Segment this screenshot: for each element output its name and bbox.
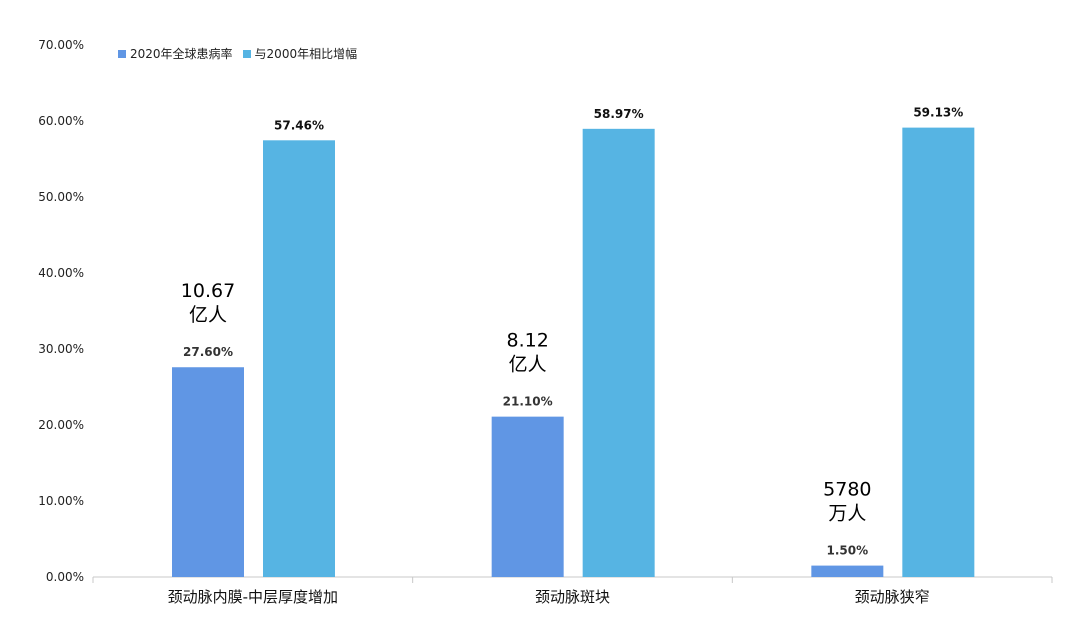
y-tick-label: 0.00% [46,570,84,584]
annotation-text: 5780 [823,479,871,501]
y-tick-label: 60.00% [38,114,84,128]
legend-item-series-1: 与2000年相比增幅 [242,45,358,62]
data-label-series-0-0: 27.60% [183,345,233,359]
annotation-text: 10.67 [181,280,235,302]
legend-label-series-0: 2020年全球患病率 [130,47,233,61]
data-label-series-1-2: 59.13% [913,106,963,120]
legend-swatch-series-0 [118,49,126,58]
annotation-text: 万人 [828,503,866,525]
legend-item-series-0: 2020年全球患病率 [118,45,233,62]
y-tick-label: 10.00% [38,494,84,508]
y-tick-label: 30.00% [38,342,84,356]
legend-label-series-1: 与2000年相比增幅 [254,47,358,61]
x-tick-label: 颈动脉斑块 [535,588,610,606]
bar-series-1-0 [263,140,335,577]
x-tick-label: 颈动脉狭窄 [855,588,930,606]
annotation-text: 8.12 [507,330,549,352]
data-label-series-1-0: 57.46% [274,118,324,132]
legend-swatch-series-1 [242,49,251,58]
data-label-series-0-2: 1.50% [827,544,869,558]
bar-series-0-0 [172,367,244,577]
y-tick-label: 50.00% [38,190,84,204]
y-tick-label: 70.00% [38,38,84,52]
bar-series-0-2 [811,565,884,577]
bar-series-0-1 [491,416,564,577]
legend: 2020年全球患病率 与2000年相比增幅 [118,45,357,62]
data-label-series-0-1: 21.10% [503,395,553,409]
y-tick-label: 20.00% [38,418,84,432]
x-tick-label: 颈动脉内膜-中层厚度增加 [168,588,338,606]
y-tick-label: 40.00% [38,266,84,280]
annotation-text: 亿人 [189,304,227,326]
bar-series-1-1 [582,128,655,577]
data-label-series-1-1: 58.97% [594,107,644,121]
annotation-text: 亿人 [509,354,547,376]
bar-series-1-2 [902,127,975,577]
